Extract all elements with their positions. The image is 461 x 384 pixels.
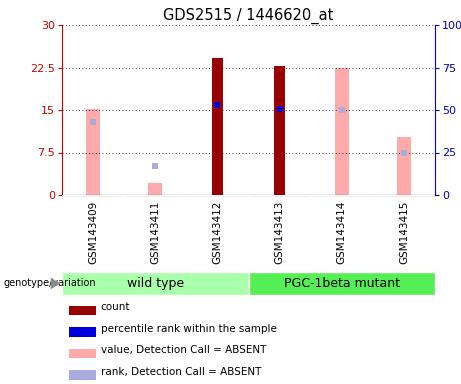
Text: value, Detection Call = ABSENT: value, Detection Call = ABSENT (101, 346, 266, 356)
Bar (274, 66, 285, 195)
Bar (397, 137, 411, 195)
Text: GSM143415: GSM143415 (399, 201, 409, 264)
Bar (70, 371, 96, 380)
Text: GSM143413: GSM143413 (275, 201, 284, 264)
Bar (212, 58, 223, 195)
Text: PGC-1beta mutant: PGC-1beta mutant (284, 277, 400, 290)
Bar (248, 272, 435, 295)
Bar (335, 68, 349, 195)
Text: count: count (101, 303, 130, 313)
Bar (70, 328, 96, 337)
Bar (86, 109, 100, 195)
Text: rank, Detection Call = ABSENT: rank, Detection Call = ABSENT (101, 367, 261, 377)
Text: GSM143409: GSM143409 (88, 201, 98, 264)
Bar (70, 349, 96, 358)
Bar (148, 182, 162, 195)
Text: GSM143414: GSM143414 (337, 201, 347, 264)
Bar (62, 272, 248, 295)
Title: GDS2515 / 1446620_at: GDS2515 / 1446620_at (163, 7, 334, 24)
Bar (70, 306, 96, 315)
Text: percentile rank within the sample: percentile rank within the sample (101, 324, 277, 334)
Text: genotype/variation: genotype/variation (3, 278, 96, 288)
Polygon shape (51, 278, 60, 289)
Text: GSM143411: GSM143411 (150, 201, 160, 264)
Text: GSM143412: GSM143412 (213, 201, 222, 264)
Text: wild type: wild type (127, 277, 184, 290)
